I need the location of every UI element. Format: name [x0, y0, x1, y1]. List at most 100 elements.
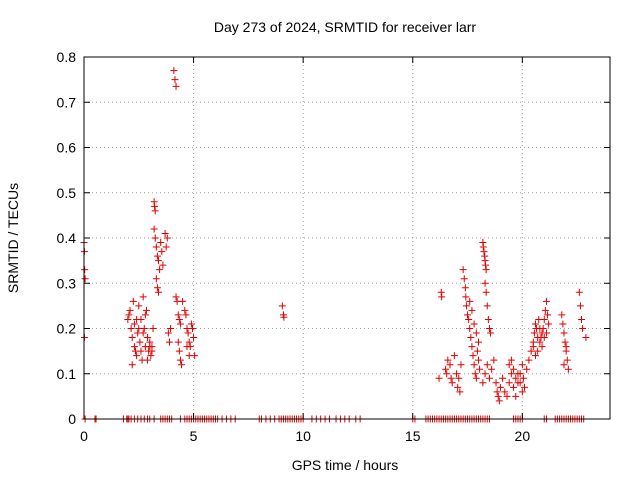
- data-point: [148, 347, 156, 355]
- data-point: [487, 329, 495, 337]
- data-point: [579, 325, 587, 332]
- data-point: [144, 334, 152, 342]
- data-point: [128, 334, 136, 342]
- data-point: [529, 343, 537, 351]
- data-point: [518, 388, 526, 396]
- data-point: [479, 379, 487, 387]
- data-point: [481, 279, 489, 287]
- data-point: [444, 356, 452, 364]
- data-point: [462, 302, 470, 310]
- data-point: [475, 338, 482, 346]
- data-point: [482, 261, 490, 269]
- data-point: [176, 320, 184, 328]
- y-tick-label: 0.8: [57, 49, 77, 65]
- data-point: [492, 379, 500, 387]
- data-point: [153, 252, 161, 260]
- data-point: [125, 311, 133, 319]
- data-point: [469, 352, 477, 360]
- data-point: [443, 370, 451, 378]
- data-point: [151, 202, 159, 210]
- data-point: [490, 356, 498, 364]
- data-point: [156, 266, 164, 274]
- data-point: [139, 329, 147, 337]
- data-point: [170, 67, 178, 75]
- data-point: [183, 343, 191, 351]
- data-point: [485, 325, 493, 332]
- data-point: [457, 361, 465, 369]
- data-point: [507, 370, 515, 378]
- data-point: [184, 329, 192, 337]
- data-point: [155, 288, 163, 296]
- data-point: [130, 343, 138, 351]
- data-point: [483, 361, 491, 369]
- data-point: [542, 297, 550, 305]
- data-point: [534, 347, 542, 355]
- data-point: [493, 388, 501, 396]
- data-point: [558, 311, 566, 319]
- data-point: [129, 297, 137, 305]
- data-point: [563, 356, 571, 364]
- data-point: [541, 306, 549, 314]
- x-tick-label: 5: [190, 428, 198, 444]
- data-point: [466, 297, 474, 305]
- data-point: [448, 379, 456, 387]
- data-point: [141, 311, 149, 319]
- data-point: [155, 257, 163, 265]
- data-point: [512, 374, 520, 382]
- data-point: [485, 374, 493, 382]
- data-point: [494, 392, 502, 400]
- data-point: [560, 361, 568, 369]
- data-point: [454, 383, 462, 391]
- data-point: [167, 325, 175, 332]
- data-point: [147, 352, 155, 360]
- data-point: [135, 302, 143, 310]
- data-point: [185, 338, 193, 346]
- data-point: [514, 370, 522, 378]
- data-point: [174, 311, 182, 319]
- chart-title: Day 273 of 2024, SRMTID for receiver lar…: [214, 19, 477, 35]
- data-point: [151, 234, 159, 242]
- data-point: [446, 361, 454, 369]
- data-point: [278, 302, 286, 310]
- data-point: [133, 315, 141, 323]
- data-point: [472, 374, 480, 382]
- data-point: [179, 297, 187, 305]
- data-point: [461, 284, 469, 292]
- data-point: [495, 397, 503, 405]
- data-point: [482, 288, 490, 296]
- data-point: [496, 383, 504, 391]
- data-point: [133, 352, 141, 360]
- x-axis-label: GPS time / hours: [292, 457, 399, 473]
- data-point: [139, 293, 147, 301]
- data-point: [162, 243, 170, 251]
- data-point: [453, 370, 461, 378]
- y-tick-label: 0.3: [57, 275, 77, 291]
- y-tick-label: 0.7: [57, 94, 77, 110]
- data-point: [578, 315, 586, 323]
- data-point: [280, 313, 288, 321]
- y-tick-label: 0.2: [57, 321, 77, 337]
- data-point: [462, 293, 470, 301]
- data-point: [464, 311, 472, 319]
- data-point: [460, 275, 468, 283]
- points-layer: [80, 67, 590, 423]
- data-point: [482, 266, 490, 274]
- data-point: [527, 347, 535, 355]
- data-point: [450, 352, 458, 360]
- data-point: [540, 315, 548, 323]
- data-point: [467, 334, 475, 342]
- data-point: [484, 315, 492, 323]
- data-point: [466, 325, 474, 332]
- data-point: [538, 343, 546, 351]
- data-point: [164, 329, 172, 337]
- data-point: [472, 329, 480, 337]
- data-point: [468, 306, 476, 314]
- data-point: [172, 82, 180, 90]
- data-point: [187, 320, 195, 328]
- data-point: [181, 306, 189, 314]
- data-point: [455, 374, 463, 382]
- data-point: [190, 334, 198, 342]
- data-point: [544, 311, 552, 319]
- x-tick-label: 20: [515, 428, 531, 444]
- data-point: [530, 329, 538, 337]
